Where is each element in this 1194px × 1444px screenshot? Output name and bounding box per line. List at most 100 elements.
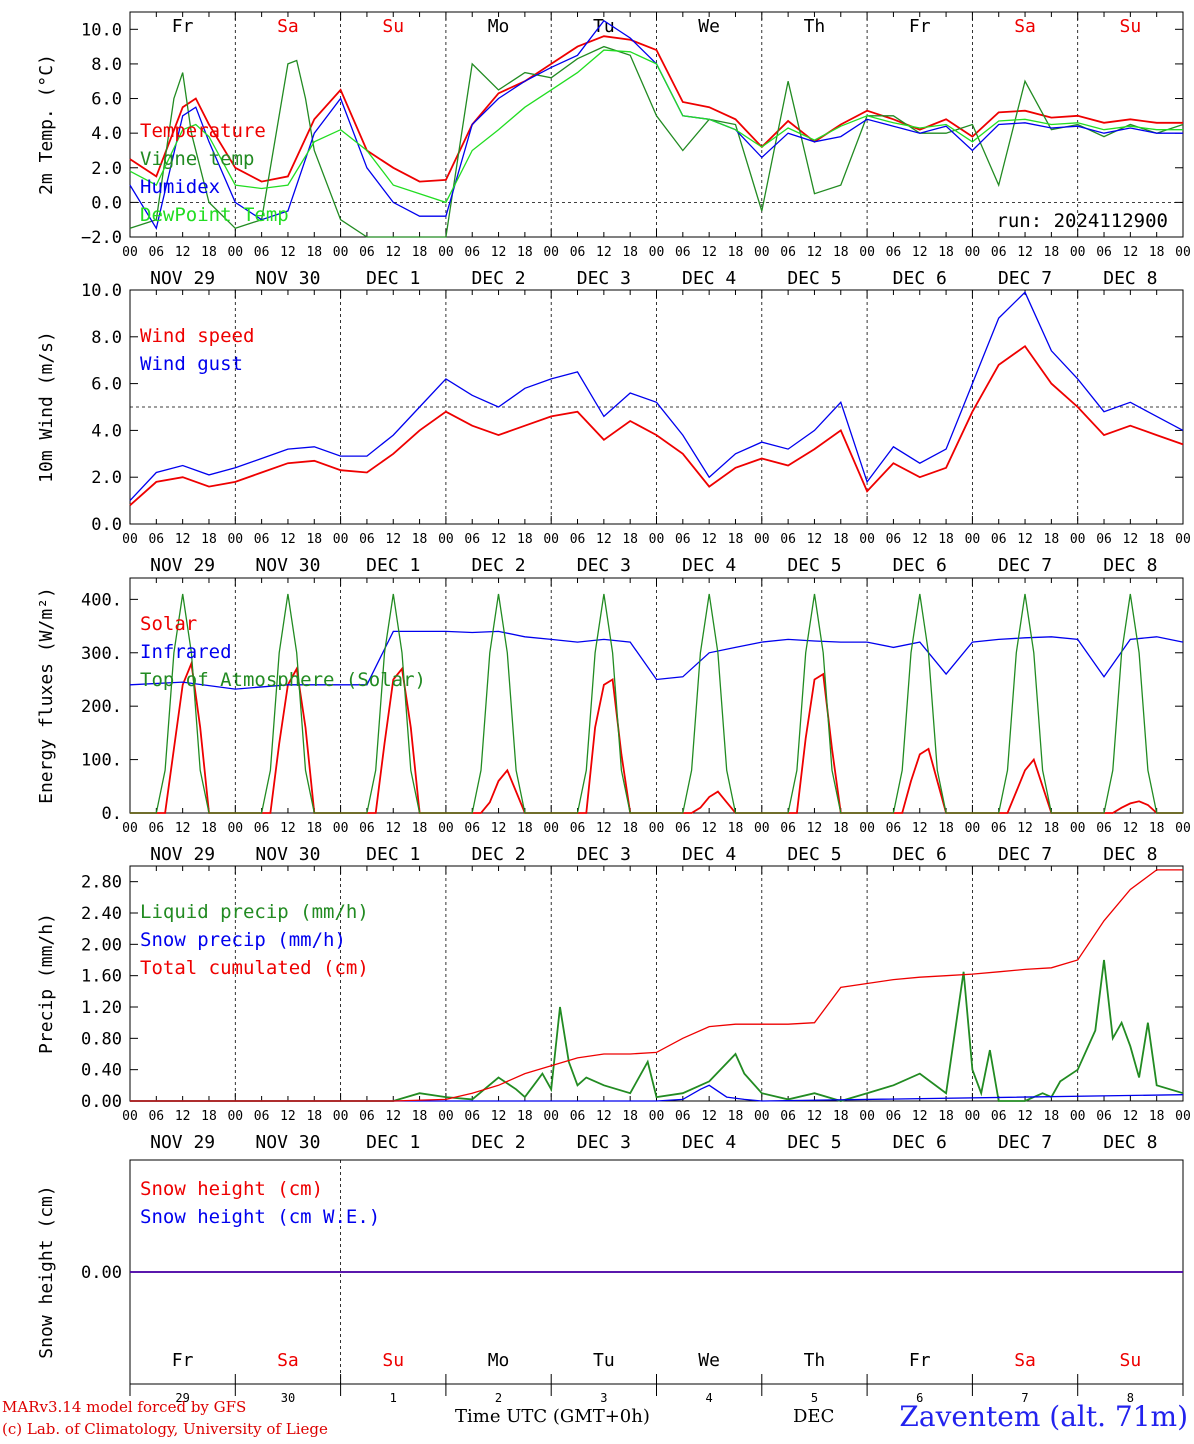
hour-tick-label: 12 <box>807 1109 823 1124</box>
panel-5: Fr 29 Sa 30 Su 1 Mo 2 Tu 3 We 4 Th 5 Fr 6 Sa 7 Su 8 0.00 Snow… <box>36 1159 1184 1405</box>
hour-tick-label: 00 <box>543 1109 559 1124</box>
y-tick-label: 0.0 <box>91 515 122 535</box>
weekday-label: Fr <box>909 1350 931 1371</box>
date-label: NOV 30 <box>255 555 320 576</box>
series-line-2-1 <box>129 344 1184 506</box>
hour-tick-label: 18 <box>412 821 428 836</box>
hour-tick-label: 06 <box>464 821 480 836</box>
hour-tick-label: 18 <box>306 1109 322 1124</box>
hour-tick-label: 00 <box>754 1109 770 1124</box>
y-tick-label: 2.0 <box>91 468 122 488</box>
series-line-4-3 <box>130 869 1183 1102</box>
legend-entry: Liquid precip (mm/h) <box>140 901 369 923</box>
hour-tick-label: 06 <box>254 1109 270 1124</box>
hour-tick-label: 06 <box>780 1109 796 1124</box>
hour-tick-label: 00 <box>1175 821 1191 836</box>
hour-tick-label: 18 <box>1044 821 1060 836</box>
hour-tick-label: 12 <box>491 245 507 260</box>
date-label: DEC 2 <box>471 844 525 865</box>
hour-tick-label: 12 <box>280 1109 296 1124</box>
hour-tick-label: 00 <box>122 532 138 547</box>
hour-tick-label: 12 <box>1123 245 1139 260</box>
hour-tick-label: 18 <box>938 532 954 547</box>
hour-tick-label: 06 <box>464 532 480 547</box>
hour-tick-label: 12 <box>912 245 928 260</box>
y-tick-label: 8.0 <box>91 55 122 75</box>
legend-entry: Wind speed <box>140 325 254 347</box>
hour-tick-label: 00 <box>965 245 981 260</box>
model-credit: MARv3.14 model forced by GFS <box>2 1398 247 1416</box>
hour-tick-label: 00 <box>227 532 243 547</box>
y-tick-label: 2.40 <box>81 904 122 924</box>
hour-tick-label: 00 <box>333 245 349 260</box>
hour-tick-label: 18 <box>833 532 849 547</box>
hour-tick-label: 12 <box>1017 532 1033 547</box>
date-label: NOV 29 <box>150 1132 215 1153</box>
date-label: DEC 7 <box>998 1132 1052 1153</box>
hour-tick-label: 12 <box>175 245 191 260</box>
hour-tick-label: 00 <box>333 821 349 836</box>
date-label: NOV 29 <box>150 844 215 865</box>
weekday-label: Fr <box>172 16 194 37</box>
y-tick-label: 1.20 <box>81 998 122 1018</box>
hour-tick-label: 06 <box>148 821 164 836</box>
hour-tick-label: 18 <box>201 532 217 547</box>
y-tick-label: 2.0 <box>91 159 122 179</box>
hour-tick-label: 18 <box>306 245 322 260</box>
y-tick-label: 8.0 <box>91 328 122 348</box>
hour-tick-label: 00 <box>438 821 454 836</box>
hour-tick-label: 12 <box>701 821 717 836</box>
hour-tick-label: 18 <box>1149 1109 1165 1124</box>
hour-tick-label: 06 <box>464 1109 480 1124</box>
weekday-label: Su <box>1120 16 1142 37</box>
date-label: DEC 6 <box>893 555 947 576</box>
hour-tick-label: 06 <box>886 532 902 547</box>
hour-tick-label: 12 <box>280 821 296 836</box>
series-line-3-2 <box>129 630 1184 690</box>
date-label: DEC 1 <box>366 1132 420 1153</box>
day-number-label: 30 <box>281 1391 295 1405</box>
weekday-label: Su <box>382 1350 404 1371</box>
weekday-label: Su <box>1120 1350 1142 1371</box>
hour-tick-label: 12 <box>1123 1109 1139 1124</box>
y-tick-label: 6.0 <box>91 90 122 110</box>
date-label: NOV 30 <box>255 844 320 865</box>
lab-credit: (c) Lab. of Climatology, University of L… <box>2 1420 328 1438</box>
y-axis-label: 10m Wind (m/s) <box>36 331 57 483</box>
hour-tick-label: 06 <box>780 245 796 260</box>
hour-tick-label: 12 <box>175 532 191 547</box>
hour-tick-label: 06 <box>359 821 375 836</box>
y-tick-label: 200. <box>81 697 122 717</box>
hour-tick-label: 18 <box>833 1109 849 1124</box>
date-label: DEC 3 <box>577 555 631 576</box>
day-number-label: 7 <box>1021 1391 1028 1405</box>
hour-tick-label: 12 <box>1017 1109 1033 1124</box>
legend-entry: Vigne temp <box>140 148 254 170</box>
legend-entry: Infrared <box>140 641 232 663</box>
date-label: DEC 4 <box>682 555 736 576</box>
hour-tick-label: 12 <box>596 821 612 836</box>
legend-entry: Solar <box>140 613 197 635</box>
hour-tick-label: 06 <box>254 821 270 836</box>
hour-tick-label: 18 <box>412 245 428 260</box>
weekday-label: Sa <box>1014 16 1036 37</box>
date-label: DEC 7 <box>998 268 1052 289</box>
hour-tick-label: 00 <box>227 1109 243 1124</box>
hour-tick-label: 00 <box>1175 245 1191 260</box>
legend-entry: Top of Atmosphere (Solar) <box>140 669 426 691</box>
date-label: DEC 7 <box>998 844 1052 865</box>
y-tick-label: 0.00 <box>81 1263 122 1283</box>
weekday-label: We <box>698 1350 720 1371</box>
hour-tick-label: 00 <box>438 532 454 547</box>
legend-entry: Temperature <box>140 120 266 142</box>
hour-tick-label: 00 <box>754 245 770 260</box>
hour-tick-label: 06 <box>359 1109 375 1124</box>
hour-tick-label: 12 <box>280 245 296 260</box>
hour-tick-label: 06 <box>254 245 270 260</box>
hour-tick-label: 00 <box>333 1109 349 1124</box>
hour-tick-label: 06 <box>886 1109 902 1124</box>
hour-tick-label: 18 <box>517 821 533 836</box>
hour-tick-label: 00 <box>859 245 875 260</box>
panel-1: 00 06 12 18 00 06 12 18 00 06 12 18 00 06 12 18 00 06 12 18… <box>36 11 1191 289</box>
month-label: DEC <box>793 1406 835 1427</box>
